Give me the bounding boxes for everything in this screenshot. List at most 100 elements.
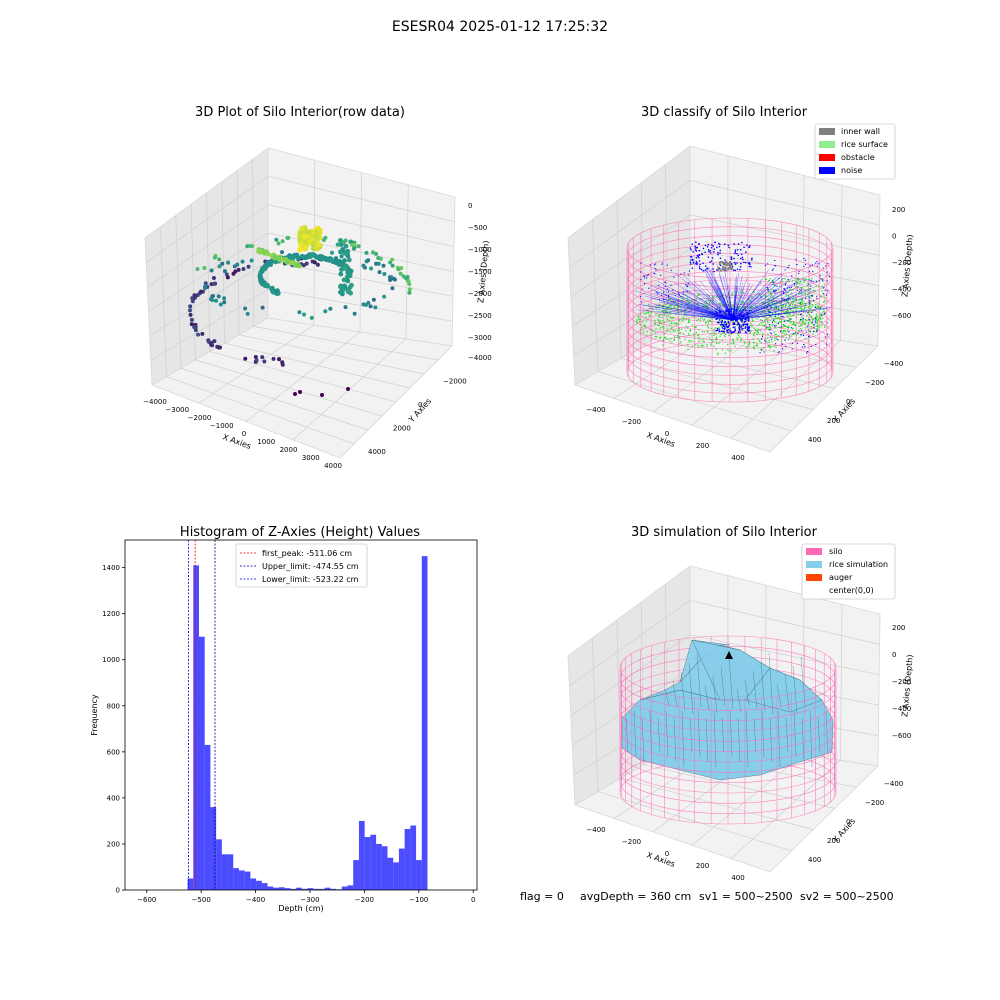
raw-point	[209, 268, 214, 273]
rice-surface-point	[694, 333, 696, 335]
noise-point	[727, 244, 730, 247]
rice-surface-point	[732, 339, 735, 341]
raw-z-tick: −500	[468, 224, 487, 232]
figure-suptitle: ESESR04 2025-01-12 17:25:32	[392, 19, 608, 35]
noise-point	[716, 329, 719, 332]
rice-surface-point	[796, 283, 798, 286]
noise-point	[664, 281, 666, 283]
rice-surface-point	[779, 303, 782, 305]
noise-point	[728, 322, 730, 324]
noise-point	[808, 279, 810, 281]
rice-surface-point	[752, 341, 755, 344]
noise-point	[808, 296, 810, 298]
noise-ray	[732, 307, 797, 321]
raw-point	[371, 250, 376, 255]
noise-point	[772, 268, 774, 270]
histogram-bar	[216, 839, 222, 890]
noise-point	[715, 318, 717, 320]
rice-surface-point	[810, 316, 812, 319]
noise-point	[747, 313, 750, 315]
raw-point	[333, 260, 339, 266]
rice-surface-point	[769, 278, 772, 280]
rice-surface-point	[748, 342, 751, 345]
rice-surface-point	[767, 326, 769, 329]
rice-surface-point	[797, 279, 800, 281]
rice-surface-point	[658, 321, 660, 323]
rice-surface-point	[669, 316, 672, 319]
rice-surface-point	[792, 323, 794, 326]
rice-surface-point	[796, 305, 799, 307]
classify-x-tick: −200	[622, 418, 641, 426]
rice-surface-point	[722, 322, 724, 324]
raw-point	[212, 339, 217, 344]
rice-surface-point	[808, 293, 810, 295]
histogram-bar	[330, 888, 337, 890]
noise-point	[767, 288, 769, 291]
rice-surface-point	[774, 334, 776, 336]
noise-point	[725, 324, 728, 327]
noise-point	[723, 315, 726, 318]
raw-point	[324, 257, 329, 263]
rice-surface-point	[809, 305, 811, 307]
rice-surface-point	[776, 300, 778, 303]
rice-surface-point	[707, 327, 710, 329]
histogram-y-tick: 400	[107, 794, 120, 802]
histogram-x-tick: −600	[137, 896, 156, 904]
rice-surface-point	[706, 345, 708, 348]
raw-point	[283, 256, 289, 262]
noise-point	[821, 279, 824, 281]
noise-point	[690, 259, 692, 261]
raw-point	[390, 263, 395, 268]
rice-surface-point	[773, 331, 775, 333]
noise-point	[734, 317, 737, 319]
rice-surface-point	[797, 299, 800, 301]
rice-surface-point	[671, 316, 674, 319]
noise-point	[744, 251, 747, 253]
rice-surface-point	[779, 285, 781, 287]
rice-surface-point	[642, 331, 645, 334]
rice-surface-point	[658, 315, 660, 318]
rice-surface-point	[674, 329, 676, 332]
rice-surface-point	[816, 317, 819, 319]
raw-point	[241, 267, 246, 272]
noise-point	[825, 265, 827, 267]
rice-surface-point	[669, 311, 671, 313]
raw-point	[373, 305, 378, 310]
noise-point	[692, 251, 694, 253]
noise-point	[748, 265, 751, 268]
simulation-y-tick: 200	[827, 837, 840, 845]
raw-z-tick: −2000	[468, 290, 492, 298]
rice-surface-point	[768, 291, 770, 293]
rice-surface-point	[791, 328, 794, 330]
classify-x-tick: −400	[586, 406, 605, 414]
legend-label-noise: noise	[841, 166, 862, 175]
rice-surface-point	[794, 333, 796, 335]
noise-point	[789, 304, 791, 306]
noise-point	[824, 289, 826, 291]
rice-surface-point	[730, 349, 732, 351]
noise-point	[816, 329, 818, 331]
noise-point	[734, 269, 737, 272]
rice-surface-point	[641, 320, 644, 323]
raw-y-tick: −4000	[468, 354, 492, 362]
rice-surface-point	[764, 278, 766, 280]
rice-surface-point	[696, 295, 699, 297]
histogram-bar	[221, 854, 228, 890]
raw-point	[253, 355, 258, 360]
raw-point	[313, 234, 320, 241]
histogram-legend: first_peak: -511.06 cm Upper_limit: -474…	[235, 543, 368, 588]
rice-surface-point	[795, 334, 798, 336]
raw-point	[309, 315, 314, 320]
rice-surface-point	[715, 342, 718, 345]
raw-point	[259, 279, 265, 285]
rice-surface-point	[792, 298, 794, 301]
raw-y-tick: 2000	[393, 425, 411, 433]
noise-point	[807, 335, 810, 337]
rice-surface-point	[708, 319, 710, 321]
noise-point	[667, 294, 669, 297]
rice-surface-point	[795, 340, 797, 342]
rice-surface-point	[637, 317, 640, 319]
noise-point	[643, 276, 646, 278]
noise-point	[774, 343, 777, 345]
